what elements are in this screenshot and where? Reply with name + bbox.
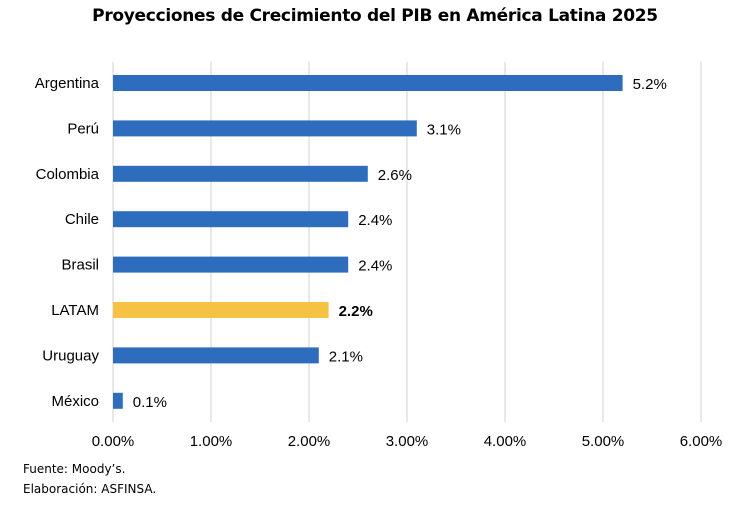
bar-uruguay: [113, 347, 319, 364]
x-tick-label: 1.00%: [190, 433, 233, 450]
y-category-label: Uruguay: [42, 347, 99, 364]
y-category-label: Chile: [65, 211, 99, 228]
bar-brasil: [113, 256, 349, 273]
x-tick-label: 6.00%: [680, 433, 723, 450]
data-label: 2.2%: [339, 303, 373, 320]
data-label: 2.1%: [329, 348, 363, 365]
x-tick-label: 0.00%: [92, 433, 135, 450]
bar-méxico: [113, 392, 123, 409]
y-category-label: México: [51, 393, 99, 410]
data-label: 0.1%: [133, 394, 167, 411]
data-label: 5.2%: [633, 76, 667, 93]
y-category-label: Perú: [67, 120, 99, 137]
bar-argentina: [113, 75, 623, 91]
data-label: 2.6%: [378, 167, 412, 184]
elaboration-note: Elaboración: ASFINSA.: [23, 482, 157, 496]
x-tick-label: 2.00%: [288, 433, 331, 450]
data-label: 2.4%: [358, 258, 392, 275]
x-tick-label: 3.00%: [386, 433, 429, 450]
bar-perú: [113, 120, 417, 137]
bar-chile: [113, 211, 349, 228]
x-tick-label: 4.00%: [484, 433, 527, 450]
y-category-label: Brasil: [61, 257, 99, 274]
data-label: 2.4%: [358, 212, 392, 229]
y-category-label: Argentina: [35, 75, 100, 92]
chart-title: Proyecciones de Crecimiento del PIB en A…: [92, 6, 658, 26]
y-category-label: LATAM: [51, 302, 99, 319]
data-label: 3.1%: [427, 121, 461, 138]
source-note: Fuente: Moody’s.: [23, 462, 126, 476]
bar-latam: [113, 302, 329, 318]
y-category-label: Colombia: [36, 166, 100, 183]
x-tick-label: 5.00%: [582, 433, 625, 450]
bar-colombia: [113, 165, 368, 182]
